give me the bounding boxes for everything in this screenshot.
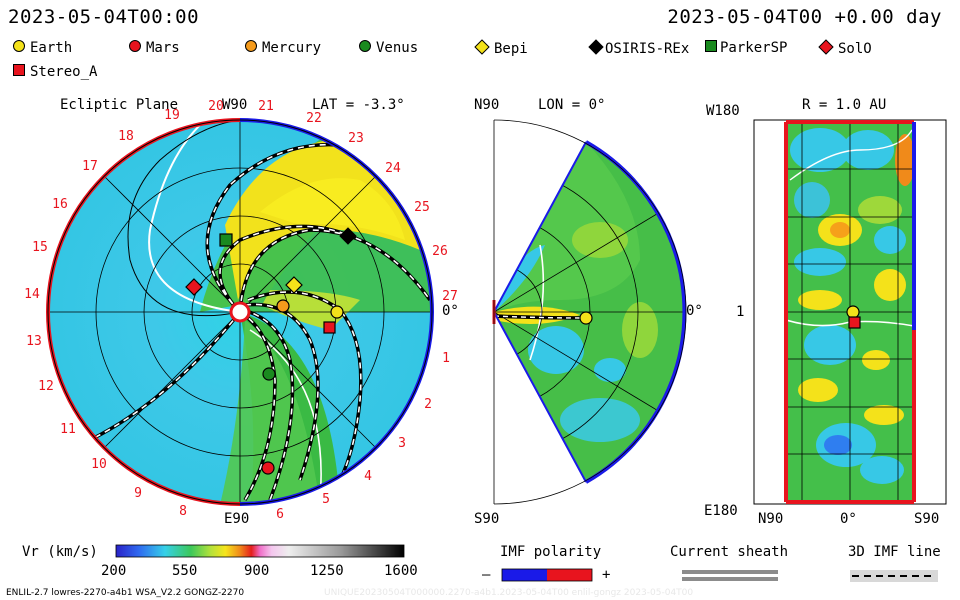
- svg-text:24: 24: [385, 161, 401, 176]
- colorbar-tick: 550: [172, 563, 198, 579]
- solo-diamond-icon: [818, 39, 834, 59]
- earth-circle-icon: [12, 39, 26, 57]
- colorbar-label: Vr (km/s): [22, 544, 98, 560]
- venus-circle-icon: [358, 39, 372, 57]
- imf-line-label: 3D IMF line: [848, 544, 941, 560]
- svg-text:3: 3: [398, 436, 406, 451]
- svg-text:5: 5: [322, 492, 330, 507]
- legend-label: Mars: [146, 40, 180, 56]
- svg-text:13: 13: [26, 334, 42, 349]
- ecliptic-zero-label: 0°: [442, 303, 459, 319]
- colorbar-tick: 900: [244, 563, 270, 579]
- mars-circle-icon: [128, 39, 142, 57]
- ecliptic-lat-label: LAT = -3.3°: [312, 97, 405, 113]
- svg-text:21: 21: [258, 99, 274, 114]
- colorbar-tick: 1250: [310, 563, 344, 579]
- svg-text:16: 16: [52, 197, 68, 212]
- ecliptic-w-label: W90: [222, 97, 248, 113]
- imf-minus-label: –: [482, 567, 491, 583]
- current-sheath-label: Current sheath: [670, 544, 789, 560]
- legend-earth: Earth: [12, 39, 72, 57]
- svg-text:14: 14: [24, 287, 40, 302]
- legend-label: Earth: [30, 40, 73, 56]
- time-left: 2023-05-04T00:00: [8, 6, 200, 28]
- svg-text:8: 8: [179, 504, 187, 519]
- stereo-a-square-icon: [12, 63, 26, 81]
- legend-mercury: Mercury: [244, 39, 321, 57]
- svg-text:12: 12: [38, 379, 54, 394]
- svg-text:17: 17: [82, 159, 98, 174]
- svg-text:6: 6: [276, 507, 284, 522]
- lonlat-x-label-s90: S90: [914, 511, 940, 527]
- legend-mars: Mars: [128, 39, 180, 57]
- colorbar-tick: 1600: [384, 563, 418, 579]
- svg-text:19: 19: [164, 108, 180, 123]
- svg-text:20: 20: [208, 99, 224, 114]
- velocity-colorbar: [115, 544, 405, 558]
- imf-plus-label: +: [602, 567, 611, 583]
- ecliptic-title: Ecliptic Plane: [60, 97, 179, 113]
- footer-model-info: ENLIL-2.7 lowres-2270-a4b1 WSA_V2.2 GONG…: [6, 588, 245, 598]
- legend-label: Stereo_A: [30, 64, 98, 80]
- ecliptic-e-label: E90: [224, 511, 250, 527]
- longitude-latitude-plot: [753, 119, 947, 505]
- imf-polarity-bar: [501, 568, 593, 582]
- legend-label: OSIRIS-REx: [605, 41, 690, 57]
- imf-polarity-label: IMF polarity: [500, 544, 602, 560]
- lonlat-one-label: 1: [736, 304, 745, 320]
- lonlat-x-label-zero: 0°: [840, 511, 857, 527]
- legend-venus: Venus: [358, 39, 418, 57]
- lonlat-e-label: E180: [704, 503, 738, 519]
- svg-text:25: 25: [414, 200, 430, 215]
- svg-text:26: 26: [432, 244, 448, 259]
- meridional-zero-label: 0°: [686, 303, 703, 319]
- current-sheath-symbol: [682, 570, 778, 581]
- legend-label: Mercury: [262, 40, 322, 56]
- footer-run-id: UNIQUE20230504T000000.2270-a4b1.2023-05-…: [324, 588, 694, 598]
- legend-parker: ParkerSP: [704, 39, 787, 57]
- svg-text:23: 23: [348, 131, 364, 146]
- meridional-n-label: N90: [474, 97, 500, 113]
- legend-osiris: OSIRIS-REx: [588, 39, 689, 59]
- svg-text:2: 2: [424, 397, 432, 412]
- mercury-circle-icon: [244, 39, 258, 57]
- svg-text:4: 4: [364, 469, 372, 484]
- lonlat-w-label: W180: [706, 103, 740, 119]
- svg-text:15: 15: [32, 240, 48, 255]
- bepi-diamond-icon: [474, 39, 490, 59]
- legend-stereo-a: Stereo_A: [12, 63, 97, 81]
- legend-label: ParkerSP: [720, 40, 788, 56]
- legend-label: SolO: [838, 41, 872, 57]
- svg-text:18: 18: [118, 129, 134, 144]
- svg-text:9: 9: [134, 486, 142, 501]
- meridional-s-label: S90: [474, 511, 500, 527]
- legend-solo: SolO: [818, 39, 872, 59]
- legend-label: Venus: [376, 40, 419, 56]
- colorbar-tick: 200: [101, 563, 127, 579]
- legend-bepi: Bepi: [474, 39, 528, 59]
- svg-text:22: 22: [306, 111, 322, 126]
- time-right: 2023-05-04T00 +0.00 day: [667, 6, 942, 28]
- parker-square-icon: [704, 39, 718, 57]
- imf-line-symbol: [850, 570, 938, 582]
- osiris-diamond-icon: [588, 39, 604, 59]
- svg-text:27: 27: [442, 289, 458, 304]
- svg-text:1: 1: [442, 351, 450, 366]
- meridional-title: LON = 0°: [538, 97, 606, 113]
- lonlat-title: R = 1.0 AU: [802, 97, 887, 113]
- svg-text:11: 11: [60, 422, 76, 437]
- legend-label: Bepi: [494, 41, 528, 57]
- svg-text:10: 10: [91, 457, 107, 472]
- lonlat-x-label-n90: N90: [758, 511, 784, 527]
